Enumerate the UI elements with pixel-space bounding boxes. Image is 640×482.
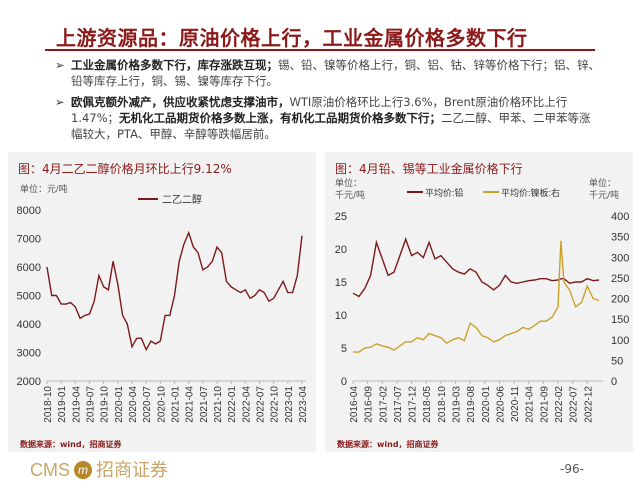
x-tick-label: 2019-03 — [452, 386, 463, 423]
y-right-tick-label: 200 — [611, 294, 629, 306]
bullet-bold: 工业金属价格多数下行，库存涨跌互现； — [71, 58, 278, 72]
y-right-tick-label: 150 — [611, 314, 629, 326]
chart-title: 图：4月铅、锡等工业金属价格下行 — [335, 162, 523, 176]
logo-cn: 招商证券 — [96, 460, 168, 480]
x-tick-label: 2020-07 — [142, 386, 153, 423]
x-tick-label: 2020-01 — [481, 386, 492, 423]
x-tick-label: 2018-05 — [422, 386, 433, 423]
x-tick-label: 2022-02 — [554, 386, 565, 423]
y-right-tick-label: 100 — [611, 335, 629, 347]
chart-source: 数据来源：wind，招商证券 — [20, 440, 122, 449]
x-tick-label: 2019-01 — [57, 386, 68, 423]
x-tick-label: 2022-04 — [241, 386, 252, 423]
chart-panel-metals: 图：4月铅、锡等工业金属价格下行 平均价:铅 平均价:镍板:右 0 5 10 15 20 25… — [325, 152, 633, 452]
y-right-tick-label: 300 — [611, 252, 629, 264]
x-tick-label: 2022-10 — [270, 386, 281, 423]
y-tick-label: 5 — [341, 343, 347, 355]
x-tick-label: 2021-04 — [525, 386, 536, 423]
logo-text: CMS — [30, 460, 70, 480]
title-divider — [45, 49, 595, 51]
series-line-平均价:铅 — [352, 237, 600, 298]
bullet-metals: ➢ 工业金属价格多数下行，库存涨跌互现；锡、铅、镍等价格上行，铜、铝、钴、锌等价格… — [55, 57, 600, 89]
x-tick-label: 2018-10 — [437, 386, 448, 423]
y-tick-label: 6000 — [17, 262, 41, 274]
bullet-text: WTI原油价格环比上行3.6%，Brent原油价格环比上行1.47%； — [71, 95, 568, 125]
legend-label-nickel: 平均价:镍板:右 — [501, 187, 560, 198]
y-tick-label: 15 — [335, 277, 347, 289]
x-tick-label: 2020-06 — [495, 386, 506, 423]
series-line-二乙二醇 — [46, 230, 303, 352]
x-tick-label: 2016-09 — [364, 386, 375, 423]
x-tick-label: 2020-04 — [128, 386, 139, 423]
x-tick-label: 2022-07 — [569, 386, 580, 423]
y-tick-label: 25 — [335, 211, 347, 223]
y-right-tick-label: 400 — [611, 211, 629, 223]
y-right-tick-label: 0 — [611, 376, 617, 388]
x-tick-label: 2021-04 — [185, 386, 196, 423]
legend-label-lead: 平均价:铅 — [425, 187, 464, 198]
x-tick-label: 2022-01 — [227, 386, 238, 423]
x-tick-label: 2018-10 — [43, 386, 54, 423]
x-tick-label: 2021-09 — [539, 386, 550, 423]
chart-panel-deg: 图：4月二乙二醇价格月环比上行9.12% 单位：元/吨二乙二醇 2000 3000 4… — [8, 152, 316, 452]
y-right-tick-label: 50 — [611, 355, 623, 367]
y-tick-label: 5000 — [17, 291, 41, 303]
y-tick-label: 10 — [335, 310, 347, 322]
logo-emblem-icon: m — [74, 461, 92, 479]
x-tick-label: 2021-01 — [171, 386, 182, 423]
x-tick-label: 2023-04 — [298, 386, 309, 423]
legend-label: 二乙二醇 — [162, 193, 202, 206]
chart-source: 数据来源：wind，招商证券 — [337, 440, 439, 449]
chart-title: 图：4月二乙二醇价格月环比上行9.12% — [18, 162, 232, 176]
x-tick-label: 2020-11 — [510, 386, 521, 422]
x-tick-label: 2019-10 — [100, 386, 111, 423]
x-tick-label: 2022-12 — [583, 386, 594, 423]
y-right-tick-label: 350 — [611, 232, 629, 244]
x-tick-label: 2019-08 — [466, 386, 477, 423]
metals-chart: 平均价:铅 平均价:镍板:右051015202505010015020025030… — [335, 187, 630, 423]
summary-bullets: ➢ 工业金属价格多数下行，库存涨跌互现；锡、铅、镍等价格上行，铜、铝、钴、锌等价格… — [55, 57, 600, 147]
cms-logo: CMS m 招商证券 — [30, 456, 168, 482]
y-tick-label: 20 — [335, 244, 347, 256]
arrow-bullet-icon: ➢ — [55, 95, 65, 109]
unit-label-left: 单位：千元/吨 — [335, 179, 366, 201]
x-tick-label: 2016-04 — [349, 386, 360, 423]
y-tick-label: 4000 — [17, 319, 41, 331]
x-tick-label: 2017-02 — [378, 386, 389, 423]
x-tick-label: 2020-10 — [156, 386, 167, 423]
bullet-bold: 无机化工品期货价格多数上涨，有机化工品期货价格多数下行； — [119, 111, 442, 125]
page-title: 上游资源品：原油价格上行，工业金属价格多数下行 — [56, 26, 528, 50]
x-tick-label: 2019-07 — [86, 386, 97, 423]
bullet-bold: 欧佩克额外减产，供应收紧忧虑支撑油市， — [71, 95, 290, 109]
x-tick-label: 2021-10 — [213, 386, 224, 423]
x-tick-label: 2019-04 — [71, 386, 82, 423]
bullet-text: 锡、铅、镍等价格上行，铜、铝、钴、锌等价格下行；铝、锌、铅等库存上行，铜、锡、镍… — [71, 58, 600, 88]
x-tick-label: 2022-07 — [256, 386, 267, 423]
x-tick-label: 2017-07 — [393, 386, 404, 423]
x-tick-label: 2017-12 — [408, 386, 419, 423]
unit-label-right: 单位：千元/吨 — [589, 179, 620, 201]
y-tick-label: 2000 — [17, 376, 41, 388]
y-tick-label: 8000 — [17, 205, 41, 217]
x-tick-label: 2020-01 — [114, 386, 125, 423]
y-tick-label: 7000 — [17, 234, 41, 246]
bullet-oil: ➢ 欧佩克额外减产，供应收紧忧虑支撑油市，WTI原油价格环比上行3.6%，Bren… — [55, 94, 600, 142]
y-tick-label: 3000 — [17, 348, 41, 360]
y-tick-label: 0 — [341, 376, 347, 388]
x-tick-label: 2021-07 — [199, 386, 210, 423]
page-number: -96- — [560, 462, 584, 476]
series-line-平均价:镍板:右 — [353, 240, 600, 353]
y-right-tick-label: 250 — [611, 273, 629, 285]
x-tick-label: 2023-01 — [284, 386, 295, 423]
bullet-text: 二乙二醇、甲苯、二甲苯等涨幅较大，PTA、甲醇、辛醇等跌幅居前。 — [71, 111, 591, 141]
arrow-bullet-icon: ➢ — [55, 58, 65, 72]
unit-label: 单位：元/吨 — [20, 183, 68, 194]
